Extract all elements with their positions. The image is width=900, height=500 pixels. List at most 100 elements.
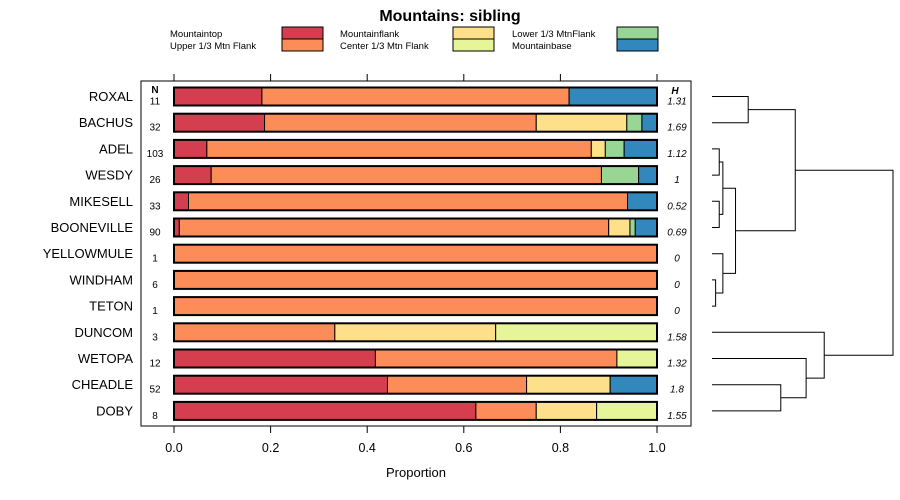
row-h: 1.8 bbox=[670, 385, 684, 396]
bar-segment bbox=[173, 322, 336, 342]
x-tick-label: 0.0 bbox=[165, 441, 182, 455]
legend-label: Mountaintop bbox=[170, 29, 222, 40]
bar-segment bbox=[173, 401, 477, 421]
row-n: 12 bbox=[149, 359, 161, 370]
bar-segment bbox=[264, 113, 537, 133]
row-n: 33 bbox=[149, 201, 161, 212]
bar-segment bbox=[526, 375, 611, 395]
row-label: DOBY bbox=[96, 403, 133, 418]
bar-segment bbox=[638, 165, 658, 185]
bar-segment bbox=[629, 218, 636, 237]
bar-segment bbox=[210, 165, 602, 185]
dendrogram-link bbox=[795, 169, 894, 356]
row-h: 1.32 bbox=[667, 359, 687, 370]
bar-outline bbox=[173, 296, 658, 317]
bar-segment bbox=[641, 113, 658, 133]
row-label: ROXAL bbox=[89, 89, 133, 104]
bar-outline bbox=[173, 348, 658, 369]
bar-segment bbox=[173, 244, 658, 264]
bar-outline bbox=[173, 112, 658, 133]
bar-outline bbox=[173, 191, 658, 212]
x-tick-label: 0.8 bbox=[552, 441, 569, 455]
row-n: 32 bbox=[149, 123, 161, 134]
dendrogram-link bbox=[712, 253, 724, 294]
row-h: 1.55 bbox=[667, 411, 687, 422]
dendrogram-link bbox=[712, 384, 782, 412]
row-label: ADEL bbox=[99, 141, 133, 156]
bar-segment bbox=[374, 349, 618, 368]
row-h: 0.52 bbox=[667, 201, 687, 212]
legend-swatch bbox=[281, 26, 324, 40]
row-label: MIKESELL bbox=[69, 194, 133, 209]
row-n: 3 bbox=[152, 332, 158, 343]
bar-segment bbox=[178, 218, 610, 237]
legend-swatch bbox=[452, 38, 495, 52]
legend-label: Upper 1/3 Mtn Flank bbox=[170, 41, 256, 52]
h-header: H bbox=[671, 86, 679, 97]
bar-segment bbox=[627, 191, 658, 211]
bar-segment bbox=[386, 375, 528, 395]
dendrogram bbox=[712, 96, 894, 412]
bar-segment bbox=[173, 349, 376, 368]
bar-outline bbox=[173, 243, 658, 264]
bar-segment bbox=[206, 139, 592, 159]
dendrogram-link bbox=[712, 331, 825, 379]
row-label: CHEADLE bbox=[72, 377, 134, 392]
bar-segment bbox=[173, 165, 212, 185]
row-h: 1.69 bbox=[667, 123, 687, 134]
bar-segment bbox=[173, 296, 658, 316]
legend-swatch bbox=[616, 26, 659, 40]
bar-segment bbox=[261, 87, 570, 106]
dendrogram-link bbox=[712, 358, 807, 399]
chart-title: Mountains: sibling bbox=[379, 8, 520, 25]
dendrogram-link bbox=[712, 96, 749, 124]
x-tick-label: 0.2 bbox=[262, 441, 279, 455]
bar-segment bbox=[616, 349, 658, 368]
x-tick-label: 0.4 bbox=[359, 441, 376, 455]
bar-outline bbox=[173, 269, 658, 290]
bar-segment bbox=[173, 191, 189, 211]
legend-label: Lower 1/3 MtnFlank bbox=[512, 29, 596, 40]
bar-segment bbox=[173, 375, 388, 395]
dendrogram-link bbox=[712, 279, 717, 307]
bar-segment bbox=[535, 113, 628, 133]
bar-outline bbox=[173, 165, 658, 186]
bar-segment bbox=[600, 165, 640, 185]
legend-label: Center 1/3 Mtn Flank bbox=[340, 41, 429, 52]
legend-swatch bbox=[616, 38, 659, 52]
legend-swatch bbox=[281, 38, 324, 52]
legend-swatch bbox=[452, 26, 495, 40]
row-n: 8 bbox=[152, 411, 158, 422]
dendrogram-link bbox=[722, 187, 737, 274]
row-h: 0 bbox=[674, 254, 680, 265]
bar-outline bbox=[173, 400, 658, 421]
row-n: 6 bbox=[152, 280, 158, 291]
row-h: 1 bbox=[674, 175, 680, 186]
row-label: BOONEVILLE bbox=[51, 220, 134, 235]
x-tick-label: 1.0 bbox=[648, 441, 665, 455]
row-n: 90 bbox=[149, 228, 161, 239]
dendrogram-link bbox=[719, 161, 724, 215]
bar-segment bbox=[173, 139, 208, 159]
dendrogram-link bbox=[735, 109, 796, 232]
bar-segment bbox=[495, 322, 658, 342]
row-h: 1.12 bbox=[667, 149, 687, 160]
row-h: 1.31 bbox=[667, 97, 686, 108]
x-tick-label: 0.6 bbox=[455, 441, 472, 455]
legend-label: Mountainflank bbox=[340, 29, 399, 40]
row-h: 0 bbox=[674, 306, 680, 317]
bar-segment bbox=[609, 375, 658, 395]
row-n: 11 bbox=[150, 97, 161, 108]
row-label: YELLOWMULE bbox=[43, 246, 134, 261]
bar-outline bbox=[173, 217, 658, 238]
row-label: BACHUS bbox=[79, 115, 134, 130]
row-h: 1.58 bbox=[667, 332, 687, 343]
bar-segment bbox=[634, 218, 658, 237]
row-label: TETON bbox=[89, 299, 133, 314]
row-n: 1 bbox=[152, 306, 158, 317]
bar-segment bbox=[568, 87, 658, 106]
legend-label: Mountainbase bbox=[512, 41, 572, 52]
bar-outline bbox=[173, 138, 658, 159]
